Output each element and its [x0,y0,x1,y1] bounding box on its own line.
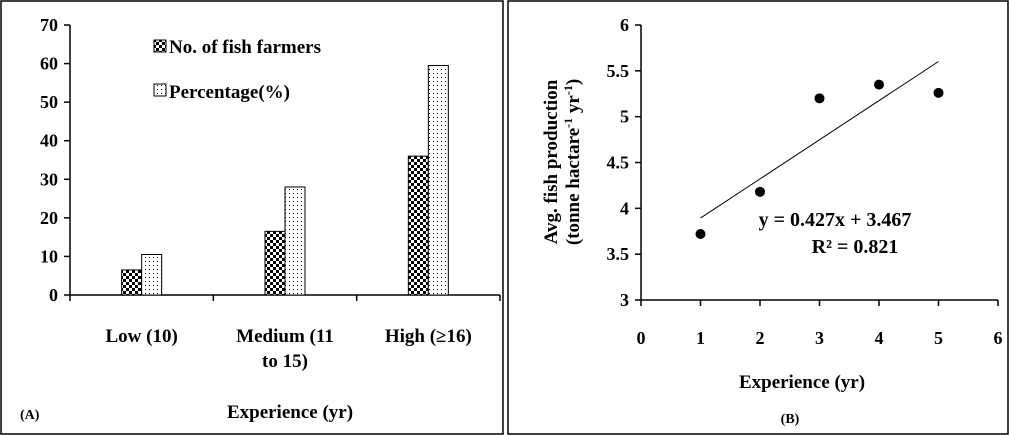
a-x-tick-label-line: Medium (11 [236,326,334,347]
bar-percentage-2 [427,65,449,296]
a-x-tick-label-line: Low (10) [106,326,178,347]
ylabel-part-3: ) [563,79,584,85]
b-x-tick-label: 4 [875,328,884,348]
data-point-0 [695,229,706,239]
data-point-4 [933,87,944,98]
b-y-ticks: 3 3.5 4 4.5 5 5.5 6 [607,15,641,310]
b-y-axis-title-line2: (tonne hactare-1 yr-1) [561,79,584,245]
legend-label-percentage: Percentage(%) [169,82,290,103]
r-squared: R² = 0.821 [812,236,899,258]
data-point-3 [874,79,884,90]
b-points [695,79,944,239]
legend-label-farmers: No. of fish farmers [169,37,321,58]
ylabel-sup-2: -1 [561,85,575,95]
b-x-tick-label: 1 [696,328,705,348]
b-y-tick-label: 3.5 [607,244,630,264]
b-x-ticks: 0 1 2 3 4 5 6 [637,300,1003,348]
a-y-tick-label: 70 [40,15,58,35]
a-y-tick-label: 0 [49,285,58,305]
a-x-tick-labels: Low (10) Medium (11 to 15) High (≥16) [69,295,501,372]
legend-swatch-percentage [153,83,167,97]
data-point-2 [814,93,825,104]
panel-a-label: (A) [20,408,40,423]
a-x-tick-label-line: High (≥16) [385,326,472,347]
b-x-tick-label: 3 [815,328,824,348]
bar-percentage-0 [141,254,163,296]
panel-b-frame [507,0,1009,435]
a-y-tick-label: 40 [40,131,58,151]
panel-a: 0 10 20 30 40 50 60 70 Low (10) Medium (11 to 15)… [0,0,504,435]
b-y-axis-title: Avg. fish production (tonne hactare-1 yr… [541,79,584,245]
b-y-axis-title-line1: Avg. fish production [541,79,562,244]
b-y-tick-label: 4 [620,198,629,218]
bar-farmers-1 [264,230,286,296]
bar-percentage-1 [284,186,306,296]
b-x-tick-label: 2 [756,328,765,348]
a-y-tick-label: 50 [40,92,58,112]
a-x-tick-label-2: High (≥16) [385,326,472,347]
a-x-tick-label-1: Medium (11 to 15) [236,326,334,372]
a-bars [121,65,449,296]
ylabel-part-1: (tonne hactare [563,128,584,245]
a-y-ticks: 0 10 20 30 40 50 60 70 [40,15,70,305]
panel-a-frame [0,0,504,435]
a-x-axis-title: Experience (yr) [227,402,353,423]
a-x-tick-label-line: to 15) [262,351,308,372]
a-y-tick-label: 60 [40,54,58,74]
a-y-tick-label: 30 [40,169,58,189]
a-legend: No. of fish farmers Percentage(%) [153,37,321,103]
trendline [700,61,939,219]
b-x-tick-label: 6 [994,328,1003,348]
b-y-tick-label: 3 [620,290,629,310]
ylabel-sup-1: -1 [561,118,575,128]
b-y-tick-label: 5 [620,107,629,127]
legend-swatch-farmers [153,39,167,53]
bar-farmers-0 [121,269,143,296]
b-x-axis-title: Experience (yr) [739,372,865,393]
panel-b-label: (B) [781,412,800,427]
a-y-tick-label: 20 [40,208,58,228]
a-y-tick-label: 10 [40,246,58,266]
b-y-tick-label: 5.5 [607,61,630,81]
b-y-tick-label: 6 [620,15,629,35]
b-y-tick-label: 4.5 [607,153,630,173]
b-x-tick-label: 0 [637,328,646,348]
bar-farmers-2 [407,155,429,296]
a-x-tick-label-0: Low (10) [106,326,178,347]
data-point-1 [755,186,765,197]
b-x-tick-label: 5 [934,328,943,348]
panel-b: 3 3.5 4 4.5 5 5.5 6 0 1 2 3 4 5 6 y = 0.427x + 3.467… [507,0,1009,435]
trend-equation: y = 0.427x + 3.467 [759,209,912,231]
ylabel-part-2: yr [563,95,584,118]
